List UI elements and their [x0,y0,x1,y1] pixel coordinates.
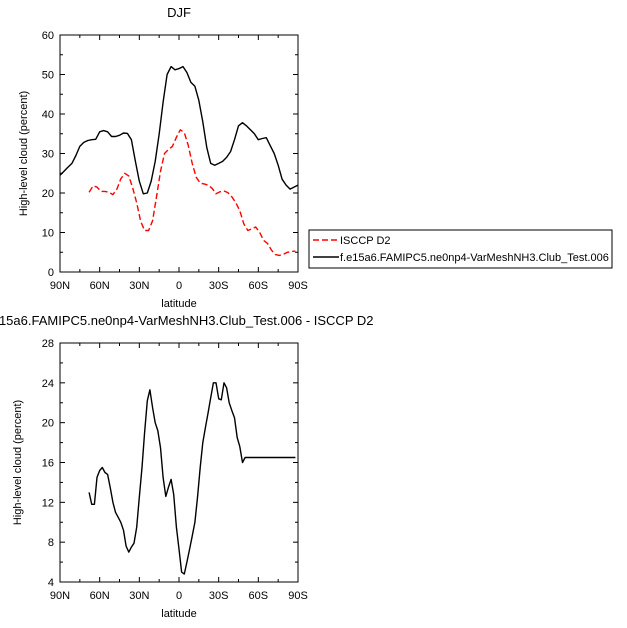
chart1-title: DJF [167,5,191,20]
chart2-y-tick-label: 20 [42,418,54,430]
chart2-x-tick-label: 90S [288,590,308,602]
chart1-x-axis-label: latitude [161,298,196,310]
chart1-y-tick-label: 10 [42,228,54,240]
chart1-x-tick-label: 60N [90,280,110,292]
chart2-y-tick-label: 16 [42,458,54,470]
chart1-x-tick-label: 90N [50,280,70,292]
chart1-x-tick-label: 60S [249,280,269,292]
chart2-x-tick-label: 60S [249,590,269,602]
chart2-x-tick-label: 90N [50,590,70,602]
chart2-y-tick-label: 12 [42,497,54,509]
chart2-x-tick-label: 0 [176,590,182,602]
chart1-legend-box [308,229,613,269]
chart2-x-tick-label: 60N [90,590,110,602]
chart1-legend-label-1: ISCCP D2 [340,235,391,247]
chart1-x-tick-label: 0 [176,280,182,292]
chart2-series-line-1 [88,382,296,575]
chart2-y-tick-label: 8 [48,537,54,549]
chart2-title: f.e15a6.FAMIPC5.ne0np4-VarMeshNH3.Club_T… [0,313,374,328]
chart1-y-tick-label: 0 [48,267,54,279]
chart2-y-tick-label: 4 [48,577,54,589]
chart2-x-tick-label: 30N [129,590,149,602]
chart1-x-tick-label: 90S [288,280,308,292]
chart1-y-tick-label: 30 [42,149,54,161]
chart2-y-tick-label: 24 [42,378,54,390]
chart2-y-tick-label: 28 [42,338,54,350]
chart1-series-line-1 [88,129,296,257]
chart1-y-tick-label: 20 [42,188,54,200]
chart1-y-axis-label: High-level cloud (percent) [18,91,30,216]
chart1-y-tick-label: 60 [42,30,54,42]
chart2-x-axis-label: latitude [161,608,196,620]
chart1-y-tick-label: 40 [42,109,54,121]
chart1-series-line-2 [59,65,299,195]
chart1-y-tick-label: 50 [42,70,54,82]
chart2-y-axis-label: High-level cloud (percent) [12,400,24,525]
chart2-x-tick-label: 30S [209,590,229,602]
chart1-x-tick-label: 30N [129,280,149,292]
chart1-x-tick-label: 30S [209,280,229,292]
chart1-legend-label-2: f.e15a6.FAMIPC5.ne0np4-VarMeshNH3.Club_T… [340,252,609,264]
